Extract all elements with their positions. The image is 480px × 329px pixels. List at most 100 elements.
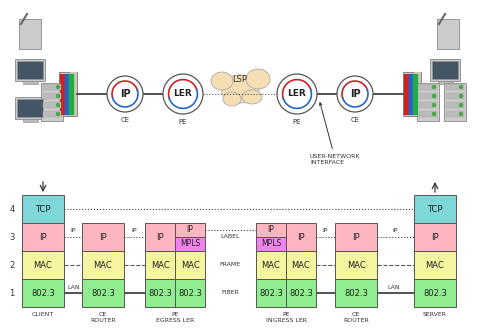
Bar (41, 83, 63, 121)
Circle shape (57, 113, 60, 115)
Text: LABEL: LABEL (220, 235, 240, 240)
Bar (145, 223, 175, 251)
Bar (403, 72, 421, 116)
Text: IP: IP (352, 233, 360, 241)
Bar (414, 195, 456, 223)
Text: TCP: TCP (427, 205, 443, 214)
Circle shape (432, 86, 435, 89)
Text: IP: IP (70, 228, 76, 233)
Bar (145, 279, 175, 307)
Bar (15, 59, 45, 81)
Text: 802.3: 802.3 (148, 289, 172, 297)
Text: 802.3: 802.3 (259, 289, 283, 297)
Bar (175, 279, 205, 307)
Circle shape (459, 94, 463, 97)
Text: FIBER: FIBER (221, 291, 239, 295)
Text: 802.3: 802.3 (178, 289, 202, 297)
Bar (43, 102, 61, 108)
Bar (175, 237, 205, 251)
Bar (417, 83, 439, 121)
Text: 1: 1 (10, 289, 14, 297)
Bar (444, 83, 466, 121)
Text: 802.3: 802.3 (91, 289, 115, 297)
Bar (411, 74, 413, 114)
Bar (43, 111, 61, 117)
Text: IP: IP (187, 225, 193, 235)
Bar (437, 81, 453, 84)
Circle shape (107, 76, 143, 112)
Ellipse shape (211, 72, 233, 90)
Bar (70, 72, 77, 116)
Bar (22, 279, 64, 307)
Bar (446, 111, 464, 117)
Bar (286, 251, 316, 279)
Text: 802.3: 802.3 (344, 289, 368, 297)
Text: 802.3: 802.3 (289, 289, 313, 297)
Text: 3: 3 (9, 233, 15, 241)
Bar (17, 61, 43, 79)
Ellipse shape (221, 75, 259, 103)
Circle shape (277, 74, 317, 114)
Text: PE
EGRESS LER: PE EGRESS LER (156, 312, 194, 323)
Bar (22, 195, 64, 223)
Bar (67, 74, 69, 114)
Bar (437, 19, 459, 49)
Bar (407, 74, 408, 114)
Text: MPLS: MPLS (180, 240, 200, 248)
Text: IP: IP (99, 233, 107, 241)
Bar (82, 279, 124, 307)
Bar (175, 251, 205, 279)
Bar (43, 93, 61, 99)
Text: SERVER: SERVER (423, 312, 447, 317)
Bar (432, 61, 458, 79)
Bar (72, 74, 73, 114)
Bar (59, 72, 77, 116)
Text: LER: LER (288, 89, 306, 98)
Bar (63, 74, 64, 114)
Text: 802.3: 802.3 (423, 289, 447, 297)
Text: 802.3: 802.3 (31, 289, 55, 297)
Text: MAC: MAC (347, 261, 365, 269)
Bar (446, 84, 464, 90)
Bar (446, 93, 464, 99)
Bar (22, 223, 64, 251)
Text: IP: IP (39, 233, 47, 241)
Bar (335, 279, 377, 307)
Text: FRAME: FRAME (219, 263, 240, 267)
Bar (145, 251, 175, 279)
Bar (256, 237, 286, 251)
Bar (409, 74, 410, 114)
Text: CE
ROUTER: CE ROUTER (90, 312, 116, 323)
Text: IP: IP (156, 233, 164, 241)
Bar (256, 223, 286, 237)
Bar (82, 223, 124, 251)
Text: MAC: MAC (94, 261, 112, 269)
Bar (414, 72, 421, 116)
Text: IP: IP (392, 228, 398, 233)
Circle shape (337, 76, 373, 112)
Bar (65, 74, 67, 114)
Text: LER: LER (174, 89, 192, 98)
Circle shape (57, 94, 60, 97)
Text: CE: CE (350, 117, 360, 123)
Ellipse shape (223, 92, 241, 106)
Text: USER-NETWORK
INTERFACE: USER-NETWORK INTERFACE (310, 103, 360, 165)
Circle shape (432, 94, 435, 97)
Bar (82, 251, 124, 279)
Bar (419, 93, 437, 99)
Circle shape (57, 104, 60, 107)
Text: IP: IP (120, 89, 130, 99)
Ellipse shape (246, 69, 270, 89)
Bar (256, 251, 286, 279)
Bar (414, 251, 456, 279)
Bar (405, 74, 406, 114)
Bar (286, 223, 316, 251)
Text: CLIENT: CLIENT (32, 312, 54, 317)
Bar (43, 84, 61, 90)
Bar (19, 19, 41, 49)
Bar (413, 74, 415, 114)
Bar (335, 251, 377, 279)
Bar (419, 111, 437, 117)
Text: IP: IP (322, 228, 328, 233)
Bar (416, 74, 417, 114)
